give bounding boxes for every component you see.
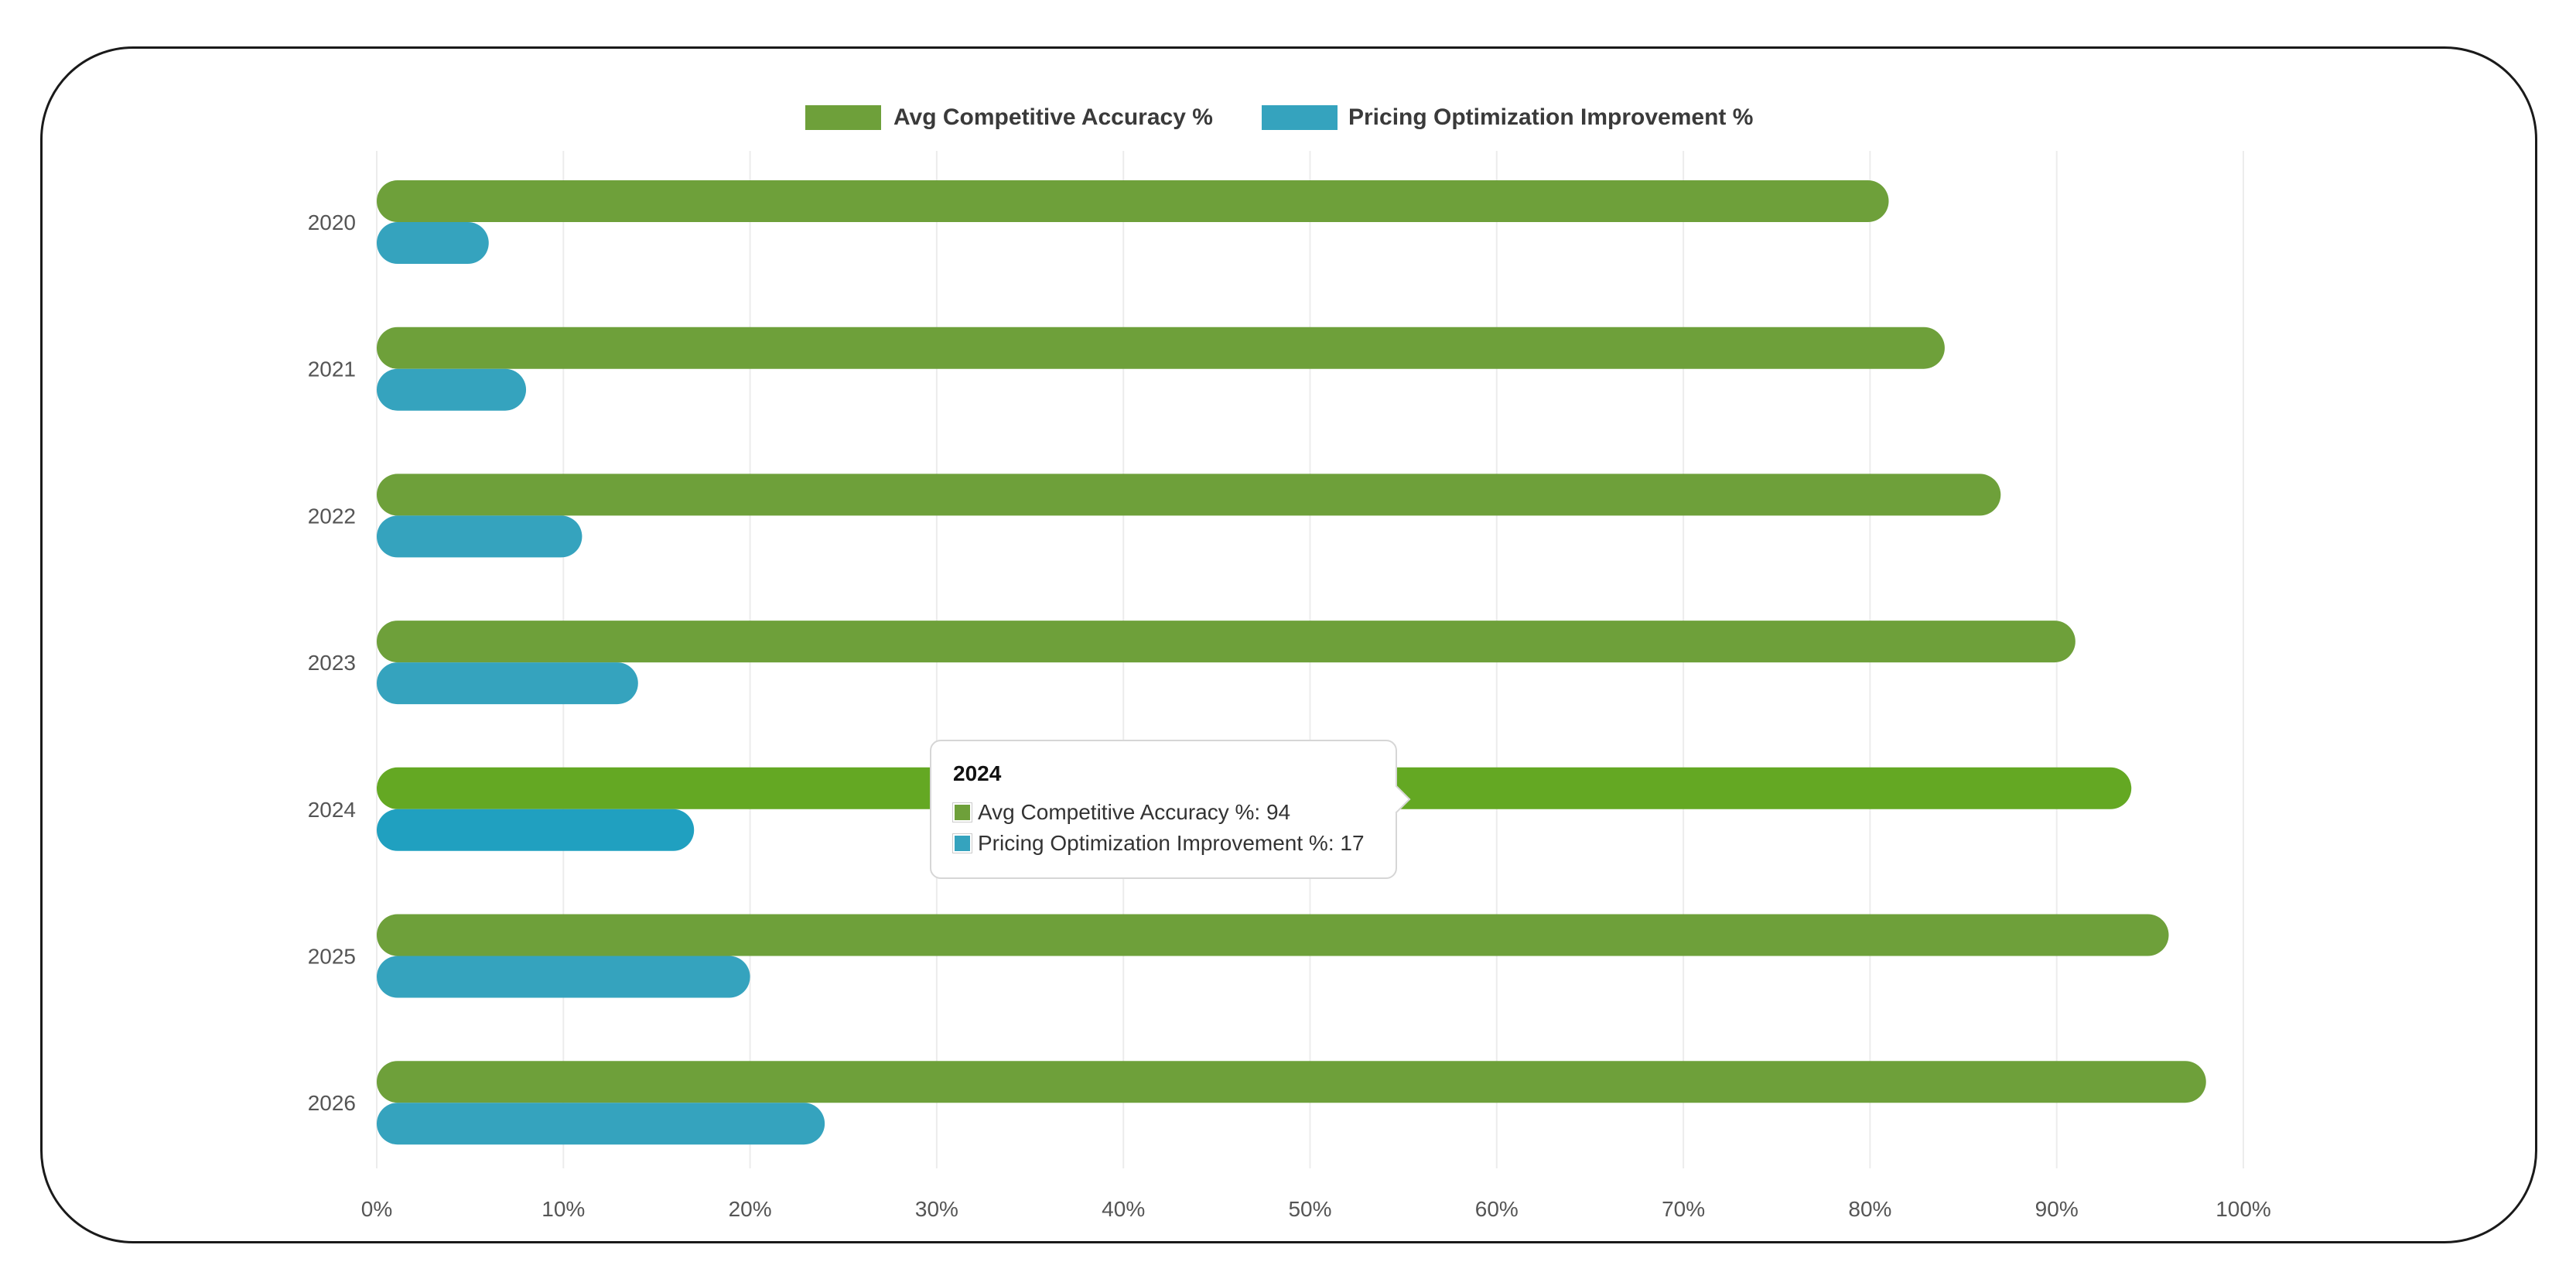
bar-pricing[interactable]	[377, 222, 489, 264]
x-tick-label: 10%	[542, 1197, 585, 1221]
x-tick-label: 50%	[1288, 1197, 1331, 1221]
bar-pricing[interactable]	[377, 368, 527, 411]
x-tick-label: 70%	[1662, 1197, 1705, 1221]
legend: Avg Competitive Accuracy % Pricing Optim…	[805, 104, 1753, 130]
legend-label-pricing[interactable]: Pricing Optimization Improvement %	[1348, 104, 1753, 130]
x-tick-label: 30%	[915, 1197, 958, 1221]
tooltip-title: 2024	[953, 761, 1002, 785]
legend-swatch-accuracy[interactable]	[805, 105, 881, 130]
x-tick-label: 40%	[1102, 1197, 1145, 1221]
bar-pricing[interactable]	[377, 662, 638, 705]
bar-accuracy[interactable]	[377, 1061, 2206, 1103]
bar-accuracy[interactable]	[377, 180, 1889, 222]
bar-pricing[interactable]	[377, 809, 695, 851]
bar-pricing[interactable]	[377, 515, 583, 558]
x-tick-label: 60%	[1475, 1197, 1519, 1221]
tooltip-row-pricing: Pricing Optimization Improvement %: 17	[952, 828, 1374, 859]
y-tick-label: 2026	[308, 1091, 356, 1115]
tooltip-row-accuracy: Avg Competitive Accuracy %: 94	[952, 797, 1374, 828]
y-tick-label: 2020	[308, 210, 356, 234]
x-tick-label: 100%	[2216, 1197, 2271, 1221]
y-tick-label: 2022	[308, 504, 356, 528]
legend-swatch-pricing[interactable]	[1262, 105, 1338, 130]
y-tick-label: 2021	[308, 357, 356, 381]
y-axis-labels: 2020 2021 2022 2023 2024 2025 2026	[308, 210, 356, 1115]
tooltip-swatch-pricing	[952, 833, 972, 853]
x-tick-label: 80%	[1848, 1197, 1891, 1221]
bar-accuracy[interactable]	[377, 474, 2001, 516]
y-tick-label: 2024	[308, 798, 356, 822]
bar-accuracy[interactable]	[377, 914, 2169, 956]
x-tick-label: 0%	[361, 1197, 392, 1221]
y-tick-label: 2023	[308, 651, 356, 675]
tooltip: 2024 Avg Competitive Accuracy %: 94 Pric…	[930, 740, 1397, 879]
tooltip-swatch-accuracy	[952, 802, 972, 822]
x-axis-labels: 0% 10% 20% 30% 40% 50% 60% 70% 80% 90% 100%	[361, 1197, 2271, 1221]
x-tick-label: 90%	[2035, 1197, 2079, 1221]
bars	[377, 180, 2206, 1145]
legend-label-accuracy[interactable]: Avg Competitive Accuracy %	[893, 104, 1213, 130]
bar-pricing[interactable]	[377, 956, 750, 998]
y-tick-label: 2025	[308, 945, 356, 969]
bar-pricing[interactable]	[377, 1103, 825, 1145]
bar-accuracy[interactable]	[377, 621, 2075, 663]
x-tick-label: 20%	[729, 1197, 772, 1221]
tooltip-label-pricing: Pricing Optimization Improvement %: 17	[978, 831, 1365, 855]
bar-accuracy[interactable]	[377, 327, 1945, 369]
tooltip-label-accuracy: Avg Competitive Accuracy %: 94	[978, 800, 1291, 824]
